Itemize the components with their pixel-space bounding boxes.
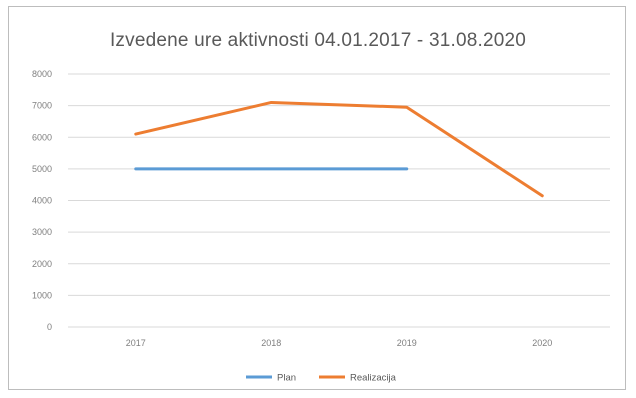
y-tick-label: 2000 bbox=[32, 259, 52, 269]
x-tick-label: 2019 bbox=[397, 338, 417, 348]
chart-title: Izvedene ure aktivnosti 04.01.2017 - 31.… bbox=[109, 30, 527, 51]
y-tick-label: 8000 bbox=[32, 69, 52, 79]
series-line-realizacija bbox=[134, 100, 544, 198]
x-tick-label: 2017 bbox=[126, 338, 146, 348]
y-tick-label: 4000 bbox=[32, 196, 52, 206]
y-tick-label: 7000 bbox=[32, 101, 52, 111]
x-tick-label: 2020 bbox=[532, 338, 552, 348]
y-tick-label: 6000 bbox=[32, 132, 52, 142]
y-tick-label: 0 bbox=[47, 322, 52, 332]
y-tick-label: 3000 bbox=[32, 227, 52, 237]
legend-label-plan: Plan bbox=[277, 373, 296, 384]
legend-label-realizacija: Realizacija bbox=[350, 373, 397, 384]
x-tick-label: 2018 bbox=[261, 338, 281, 348]
y-tick-label: 1000 bbox=[32, 290, 52, 300]
chart-frame bbox=[8, 6, 626, 390]
y-tick-label: 5000 bbox=[32, 164, 52, 174]
